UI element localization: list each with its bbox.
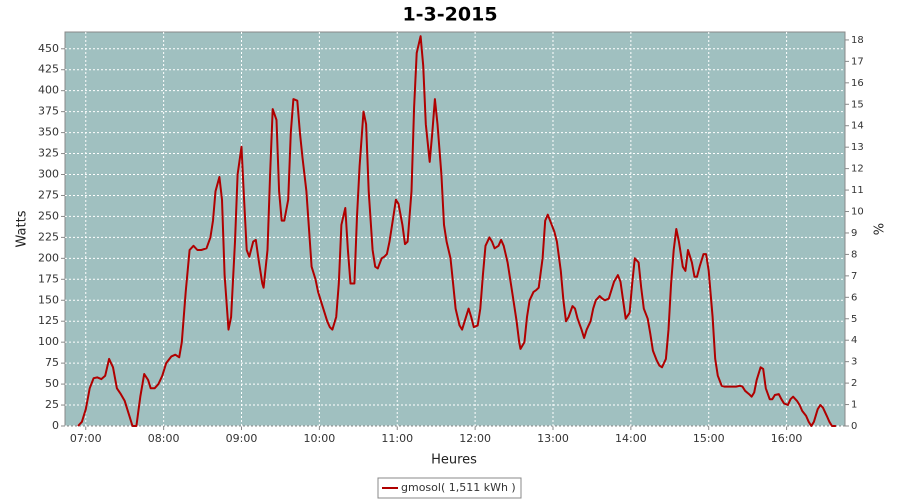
x-tick-label: 09:00 — [226, 432, 258, 445]
y-tick-label: 150 — [38, 293, 59, 306]
y2-tick-label: 4 — [851, 335, 857, 346]
y-tick-label: 200 — [38, 251, 59, 264]
y2-tick-label: 8 — [851, 249, 857, 260]
y-tick-label: 25 — [45, 398, 59, 411]
x-tick-label: 08:00 — [148, 432, 180, 445]
y2-tick-label: 14 — [851, 121, 864, 132]
x-tick-label: 12:00 — [459, 432, 491, 445]
y-tick-label: 325 — [38, 147, 59, 160]
y-tick-label: 225 — [38, 230, 59, 243]
y-tick-label: 425 — [38, 63, 59, 76]
legend-box — [377, 477, 522, 499]
y2-tick-label: 0 — [851, 421, 857, 432]
y-tick-label: 400 — [38, 84, 59, 97]
y2-tick-label: 16 — [851, 78, 864, 89]
y2-tick-label: 15 — [851, 99, 864, 110]
y-tick-label: 125 — [38, 314, 59, 327]
y-tick-label: 450 — [38, 42, 59, 55]
chart-title: 1-3-2015 — [402, 4, 497, 26]
y2-tick-label: 2 — [851, 378, 857, 389]
y-tick-label: 275 — [38, 188, 59, 201]
x-axis-title: Heures — [431, 453, 477, 468]
y-tick-label: 100 — [38, 335, 59, 348]
y2-tick-label: 11 — [851, 185, 864, 196]
y2-axis-title: % — [873, 223, 888, 235]
y-tick-label: 350 — [38, 126, 59, 139]
x-tick-label: 11:00 — [381, 432, 413, 445]
y-axis-title: Watts — [15, 210, 30, 247]
y2-tick-label: 12 — [851, 164, 864, 175]
y2-tick-label: 9 — [851, 228, 857, 239]
y2-tick-label: 5 — [851, 314, 857, 325]
y-tick-label: 50 — [45, 377, 59, 390]
y-tick-label: 375 — [38, 105, 59, 118]
y2-tick-label: 13 — [851, 142, 864, 153]
y-tick-label: 175 — [38, 272, 59, 285]
y2-tick-label: 17 — [851, 56, 864, 67]
legend-label: gmosol( 1,511 kWh ) — [401, 481, 516, 494]
y-tick-label: 0 — [52, 419, 59, 432]
y-tick-label: 300 — [38, 168, 59, 181]
data-line — [77, 35, 836, 427]
x-tick-label: 15:00 — [693, 432, 725, 445]
x-tick-label: 07:00 — [70, 432, 102, 445]
x-tick-label: 14:00 — [615, 432, 647, 445]
y2-tick-label: 6 — [851, 292, 857, 303]
y2-tick-label: 7 — [851, 271, 857, 282]
y2-tick-label: 1 — [851, 400, 857, 411]
legend: gmosol( 1,511 kWh ) — [377, 477, 522, 499]
y2-tick-label: 18 — [851, 35, 864, 46]
y2-tick-label: 3 — [851, 357, 857, 368]
x-tick-label: 10:00 — [304, 432, 336, 445]
y2-tick-label: 10 — [851, 207, 864, 218]
y-tick-label: 75 — [45, 356, 59, 369]
x-tick-label: 13:00 — [537, 432, 569, 445]
y-tick-label: 250 — [38, 209, 59, 222]
x-tick-label: 16:00 — [771, 432, 803, 445]
